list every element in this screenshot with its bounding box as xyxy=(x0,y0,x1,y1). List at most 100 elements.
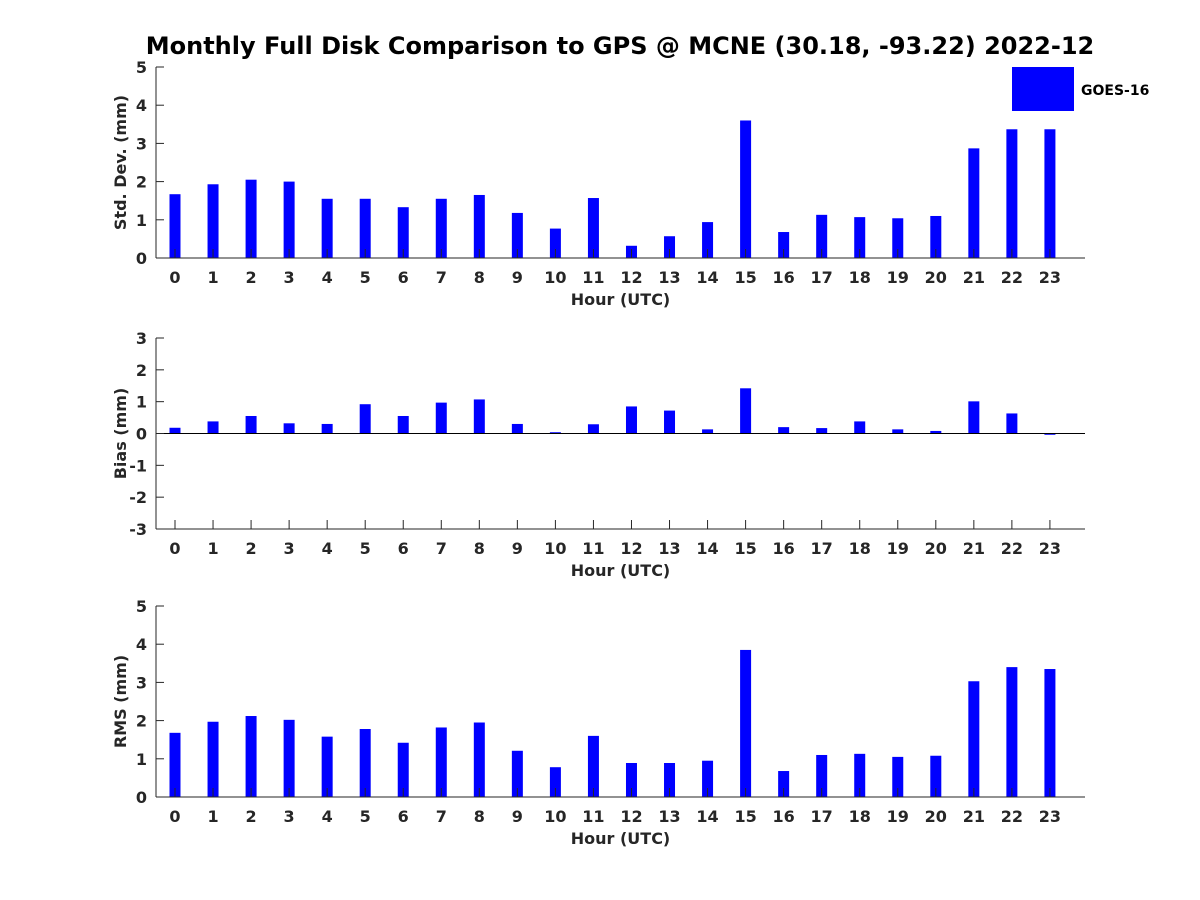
bar-17 xyxy=(816,754,828,797)
x-tick-label: 3 xyxy=(284,807,295,826)
x-tick-label: 22 xyxy=(1001,807,1023,826)
bar-19 xyxy=(892,218,904,258)
x-tick-label: 5 xyxy=(360,268,371,287)
x-tick-label: 8 xyxy=(474,539,485,558)
x-tick-label: 7 xyxy=(436,268,447,287)
x-tick-label: 23 xyxy=(1039,539,1061,558)
x-tick-label: 17 xyxy=(811,268,833,287)
bar-18 xyxy=(854,217,866,258)
bar-15 xyxy=(740,388,752,434)
bar-12 xyxy=(625,406,637,434)
figure-title: Monthly Full Disk Comparison to GPS @ MC… xyxy=(146,32,1095,60)
bar-6 xyxy=(397,742,409,797)
x-tick-label: 12 xyxy=(620,539,642,558)
x-tick-label: 17 xyxy=(811,807,833,826)
bar-4 xyxy=(321,736,333,797)
bar-8 xyxy=(473,194,485,258)
bar-16 xyxy=(778,232,790,258)
bar-7 xyxy=(435,198,447,258)
y-tick-label: 1 xyxy=(136,211,147,230)
x-tick-label: 13 xyxy=(658,807,680,826)
y-tick-label: 0 xyxy=(136,249,147,268)
x-axis-label: Hour (UTC) xyxy=(571,290,671,309)
x-tick-label: 15 xyxy=(734,268,756,287)
bar-0 xyxy=(169,732,181,797)
x-tick-label: 13 xyxy=(658,268,680,287)
bar-1 xyxy=(207,721,219,797)
x-tick-label: 11 xyxy=(582,268,604,287)
x-tick-label: 10 xyxy=(544,268,566,287)
x-tick-label: 0 xyxy=(169,539,180,558)
bar-6 xyxy=(397,207,409,258)
bar-21 xyxy=(968,148,980,258)
bar-16 xyxy=(778,427,790,434)
bar-9 xyxy=(511,423,523,434)
x-tick-label: 3 xyxy=(284,268,295,287)
y-tick-label: 2 xyxy=(136,361,147,380)
y-tick-label: 5 xyxy=(136,58,147,77)
y-tick-label: 2 xyxy=(136,173,147,192)
x-tick-label: 14 xyxy=(696,268,718,287)
y-tick-label: 3 xyxy=(136,134,147,153)
x-tick-label: 21 xyxy=(963,268,985,287)
bar-5 xyxy=(359,729,371,797)
bar-13 xyxy=(664,763,676,797)
legend: GOES-16 xyxy=(1012,67,1149,111)
x-tick-label: 11 xyxy=(582,539,604,558)
bar-11 xyxy=(587,735,599,797)
x-tick-label: 16 xyxy=(773,807,795,826)
bar-0 xyxy=(169,427,181,434)
x-tick-label: 14 xyxy=(696,807,718,826)
y-tick-label: 2 xyxy=(136,712,147,731)
bar-23 xyxy=(1044,433,1056,435)
bar-3 xyxy=(283,181,295,258)
bar-23 xyxy=(1044,129,1056,258)
y-tick-label: 4 xyxy=(136,635,147,654)
x-tick-label: 20 xyxy=(925,807,947,826)
x-tick-label: 0 xyxy=(169,807,180,826)
x-axis-label: Hour (UTC) xyxy=(571,829,671,848)
x-tick-label: 12 xyxy=(620,807,642,826)
bar-18 xyxy=(854,421,866,434)
x-tick-label: 7 xyxy=(436,539,447,558)
x-tick-label: 19 xyxy=(887,807,909,826)
x-tick-label: 12 xyxy=(620,268,642,287)
bar-5 xyxy=(359,404,371,434)
x-tick-label: 18 xyxy=(849,539,871,558)
bar-13 xyxy=(664,236,676,258)
x-tick-label: 1 xyxy=(207,807,218,826)
x-tick-label: 20 xyxy=(925,539,947,558)
x-tick-label: 9 xyxy=(512,268,523,287)
x-tick-label: 15 xyxy=(734,539,756,558)
bar-8 xyxy=(473,722,485,797)
bar-14 xyxy=(702,760,714,797)
bar-1 xyxy=(207,421,219,434)
bar-17 xyxy=(816,214,828,258)
bar-15 xyxy=(740,649,752,797)
bar-4 xyxy=(321,198,333,258)
bar-20 xyxy=(930,215,942,258)
x-tick-label: 18 xyxy=(849,268,871,287)
x-tick-label: 4 xyxy=(322,539,333,558)
x-tick-label: 18 xyxy=(849,807,871,826)
x-tick-label: 23 xyxy=(1039,807,1061,826)
x-tick-label: 11 xyxy=(582,807,604,826)
bar-7 xyxy=(435,402,447,434)
bar-0 xyxy=(169,194,181,258)
bar-21 xyxy=(968,401,980,434)
bar-7 xyxy=(435,727,447,797)
y-tick-label: 5 xyxy=(136,597,147,616)
x-tick-label: 10 xyxy=(544,539,566,558)
x-tick-label: 5 xyxy=(360,807,371,826)
bar-20 xyxy=(930,755,942,797)
bar-14 xyxy=(702,429,714,434)
x-tick-label: 4 xyxy=(322,268,333,287)
y-tick-label: 1 xyxy=(136,393,147,412)
bar-19 xyxy=(892,756,904,797)
bar-8 xyxy=(473,399,485,434)
bar-11 xyxy=(587,198,599,258)
x-tick-label: 10 xyxy=(544,807,566,826)
bar-9 xyxy=(511,212,523,258)
